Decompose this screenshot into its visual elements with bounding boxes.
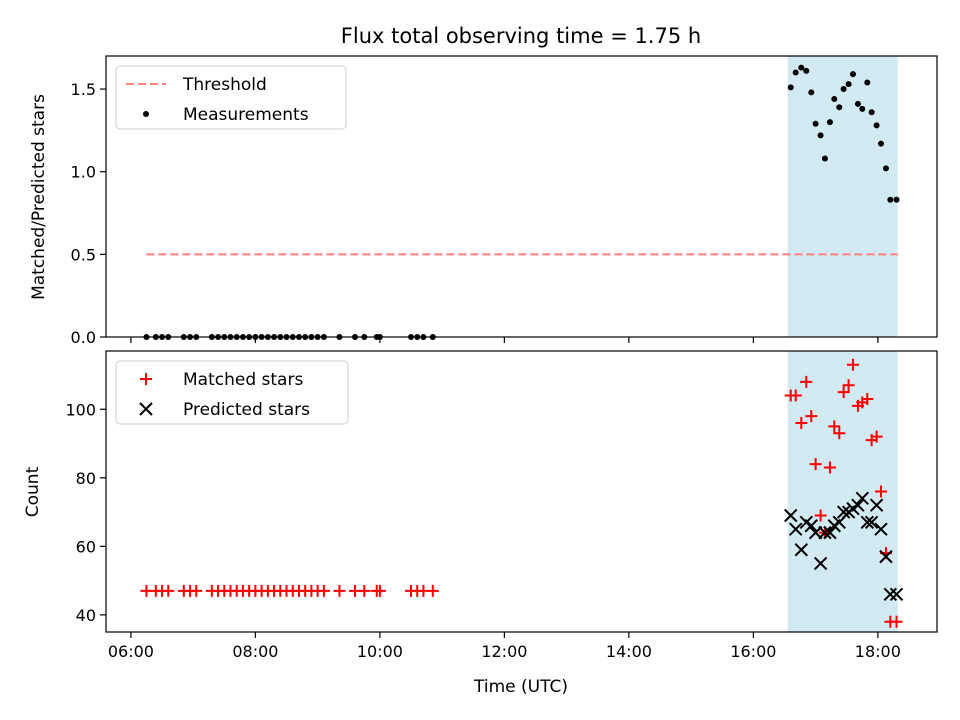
y-tick-label: 1.0 <box>71 163 96 182</box>
measurement-point <box>887 196 894 203</box>
measurement-point <box>840 86 847 93</box>
panel-bottom: 40 60 80 100 06:00 08:00 10:00 12:00 14:00 16:00 1… <box>65 350 938 661</box>
measurement-point <box>817 132 824 139</box>
x-tick-label: 06:00 <box>108 642 154 661</box>
legend-label: Matched stars <box>183 370 303 390</box>
measurement-point <box>836 104 843 111</box>
x-axis-label: Time (UTC) <box>473 677 568 697</box>
legend-box <box>115 65 347 130</box>
y-tick-label: 60 <box>76 537 96 556</box>
matched-star-marker <box>833 427 846 440</box>
legend-label: Measurements <box>183 105 309 125</box>
legend-label: Predicted stars <box>183 400 310 420</box>
matched-star-marker <box>317 584 330 597</box>
legend-cross-symbol <box>139 402 153 416</box>
matched-star-marker <box>795 416 808 429</box>
matched-star-marker <box>870 430 883 443</box>
y-axis-label-bottom: Count <box>23 466 43 517</box>
matched-star-marker <box>874 485 887 498</box>
matched-star-marker <box>426 584 439 597</box>
y-tick-label: 0.5 <box>71 245 96 264</box>
y-tick-label: 1.5 <box>71 80 96 99</box>
matched-star-marker <box>162 584 175 597</box>
measurement-point <box>859 105 866 112</box>
predicted-star-marker <box>851 498 865 512</box>
measurement-point <box>803 67 810 74</box>
observing-span <box>787 56 898 337</box>
predicted-star-marker <box>874 522 888 536</box>
y-tick-label: 100 <box>65 400 96 419</box>
x-tick-label: 08:00 <box>232 642 278 661</box>
y-tick-label: 80 <box>76 469 96 488</box>
matched-star-marker <box>358 584 371 597</box>
x-tick-label: 10:00 <box>357 642 403 661</box>
predicted-star-marker <box>879 549 893 564</box>
legend-box <box>115 360 349 425</box>
x-tick-label: 12:00 <box>481 642 527 661</box>
measurement-point <box>821 155 828 162</box>
x-tick-label: 18:00 <box>855 642 901 661</box>
measurement-point <box>826 119 833 126</box>
predicted-star-marker <box>818 525 832 540</box>
measurement-point <box>877 140 884 147</box>
plot-frame <box>105 350 938 633</box>
x-tick-label: 16:00 <box>730 642 776 661</box>
matched-star-marker <box>190 584 203 597</box>
matched-star-marker <box>842 379 855 392</box>
y-tick-label: 40 <box>76 606 96 625</box>
measurement-point <box>792 69 799 76</box>
predicted-star-marker <box>864 515 879 530</box>
predicted-star-marker <box>784 508 798 523</box>
panel-top: 0.0 0.5 1.0 1.5 Threshold Measurements <box>71 55 938 347</box>
measurement-point <box>831 95 838 102</box>
measurement-point <box>873 122 880 129</box>
predicted-star-marker <box>794 543 809 557</box>
measurement-point <box>798 64 805 71</box>
matched-star-marker <box>805 410 818 423</box>
matched-star-marker <box>333 584 346 597</box>
predicted-star-marker <box>883 587 898 602</box>
matched-star-marker <box>828 420 841 433</box>
legend-label: Threshold <box>182 75 267 95</box>
predicted-star-marker <box>804 519 818 533</box>
predicted-star-marker <box>889 587 904 602</box>
matched-star-marker <box>373 584 386 597</box>
predicted-star-marker <box>836 505 851 519</box>
measurement-point <box>849 71 856 78</box>
predicted-star-marker <box>869 498 884 512</box>
measurement-point <box>787 84 794 91</box>
matched-star-marker <box>809 458 822 471</box>
x-tick-label: 14:00 <box>606 642 652 661</box>
matched-star-marker <box>846 358 859 371</box>
legend: Matched stars Predicted stars <box>115 360 349 425</box>
matched-star-marker <box>789 389 802 402</box>
measurement-point <box>893 196 900 203</box>
measurement-point <box>882 165 889 172</box>
chart-title: Flux total observing time = 1.75 h <box>341 24 701 48</box>
measurement-point <box>808 89 815 96</box>
matched-star-marker <box>800 375 813 388</box>
y-axis-label-top: Matched/Predicted stars <box>29 94 49 300</box>
measurement-point <box>812 120 819 127</box>
matched-star-marker <box>890 615 903 628</box>
matched-star-marker <box>837 386 850 399</box>
legend-plus-symbol <box>140 373 152 385</box>
matched-star-marker <box>823 461 836 474</box>
predicted-star-marker <box>813 556 828 571</box>
measurement-point <box>864 79 871 86</box>
legend-dot-symbol <box>143 111 149 117</box>
predicted-star-marker <box>860 515 874 530</box>
predicted-star-marker <box>788 522 803 536</box>
matched-star-marker <box>814 509 827 522</box>
matched-star-marker <box>861 392 874 405</box>
measurement-point <box>868 109 875 116</box>
y-tick-label: 0.0 <box>71 328 96 347</box>
plot-frame <box>105 55 938 338</box>
measurement-point <box>845 81 852 88</box>
legend: Threshold Measurements <box>115 65 347 130</box>
predicted-star-marker <box>855 491 870 506</box>
measurement-point <box>854 100 861 107</box>
